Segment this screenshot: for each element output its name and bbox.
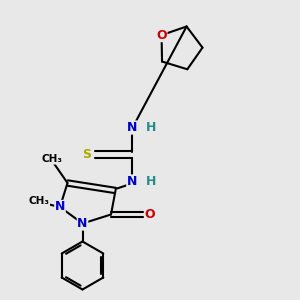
Text: H: H [146, 175, 157, 188]
Text: CH₃: CH₃ [42, 154, 63, 164]
Text: H: H [146, 121, 157, 134]
Text: O: O [156, 28, 167, 42]
Text: N: N [55, 200, 65, 214]
Text: N: N [127, 121, 137, 134]
Text: N: N [127, 175, 137, 188]
Text: O: O [145, 208, 155, 221]
Text: N: N [77, 217, 88, 230]
Text: S: S [82, 148, 91, 161]
Text: CH₃: CH₃ [28, 196, 50, 206]
